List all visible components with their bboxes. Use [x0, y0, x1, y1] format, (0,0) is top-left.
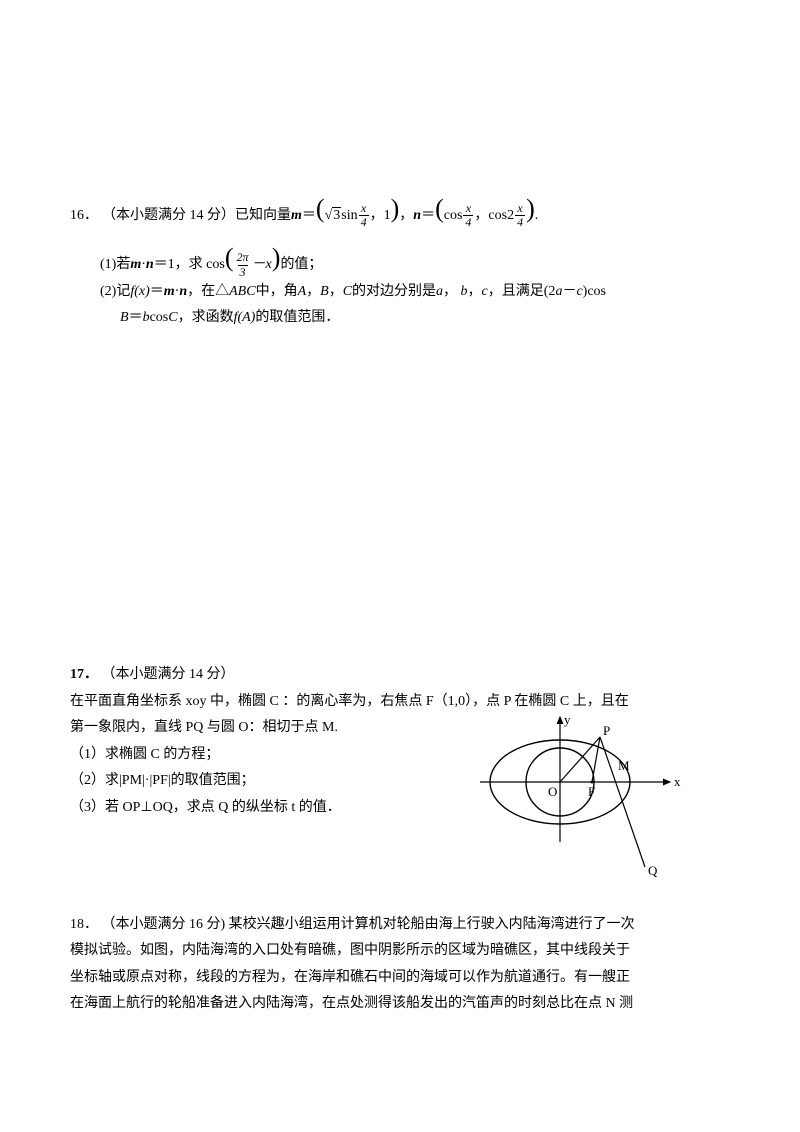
- frac-bot: 3: [238, 265, 248, 279]
- lparen-icon: (: [316, 184, 325, 233]
- fraction-2pi-3: 2π 3: [235, 251, 251, 278]
- vector-n-symbol: n: [413, 203, 421, 230]
- F-point-icon: [591, 780, 594, 783]
- text: ，在△: [187, 279, 229, 306]
- frac-bot: 4: [463, 215, 473, 229]
- p16-sub2-line1: (2)记 f(x) ＝ m · n ，在△ ABC 中，角 A ， B ， C …: [70, 279, 730, 306]
- text: 的对边分别是: [352, 279, 436, 306]
- problem-16: 16． （本小题满分 14 分）已知向量 m ＝ ( 3 sin x 4 ， 1…: [70, 180, 730, 332]
- sqrt-icon: 3: [325, 203, 342, 230]
- frac-top: 2π: [235, 251, 251, 264]
- lparen-icon: (: [435, 184, 444, 233]
- p16-number: 16．: [70, 203, 98, 230]
- period: .: [535, 203, 539, 230]
- vector-m-symbol: m: [130, 252, 141, 279]
- p16-sub1: (1)若 m · n ＝1，求 cos ( 2π 3 －x ) 的值；: [70, 229, 730, 278]
- p16-header-prefix: （本小题满分 14 分）已知向量: [102, 203, 291, 230]
- comma: ，: [399, 203, 413, 230]
- eq-sign: ＝: [302, 203, 316, 230]
- comma: ，: [468, 279, 482, 306]
- M-label: M: [618, 758, 630, 773]
- comma: ，: [306, 279, 320, 306]
- cos2-text: cos2: [488, 203, 514, 230]
- text: ，且满足(2: [488, 279, 556, 306]
- y-label: y: [564, 712, 571, 727]
- B-symbol: B: [320, 279, 329, 306]
- fx-symbol: f(x): [130, 279, 149, 306]
- p18-line4: 在海面上航行的轮船准备进入内陆海湾，在点处测得该船发出的汽笛声的时刻总比在点 N…: [70, 991, 730, 1018]
- sub2-prefix: (2)记: [100, 279, 130, 306]
- p18-header: （本小题满分 16 分): [102, 917, 226, 932]
- fraction-x-4: x 4: [359, 202, 369, 229]
- p18-number: 18．: [70, 917, 98, 932]
- rparen-icon: ): [272, 233, 281, 282]
- sub1-suffix: 的值；: [280, 252, 322, 279]
- vector-n-symbol: n: [146, 252, 154, 279]
- rparen-icon: ): [526, 184, 535, 233]
- p16-sub2-line2: B ＝ b cos C ，求函数 f(A) 的取值范围．: [70, 305, 730, 332]
- text: 的取值范围．: [255, 305, 339, 332]
- fA-symbol: f(A): [234, 305, 256, 332]
- comma: ，: [474, 203, 488, 230]
- eq-sign: ＝: [421, 203, 435, 230]
- p17-header-line: 17． （本小题满分 14 分）: [70, 662, 730, 689]
- b-symbol: b: [461, 279, 468, 306]
- minus-x: －x: [252, 252, 272, 279]
- vector-m-symbol: m: [164, 279, 175, 306]
- eq: ＝: [150, 279, 164, 306]
- comma: ，: [443, 279, 457, 306]
- p17-number: 17．: [70, 667, 98, 682]
- rparen-icon: ): [391, 184, 400, 233]
- p18-line1: 18． （本小题满分 16 分) 某校兴趣小组运用计算机对轮船由海上行驶入内陆海…: [70, 912, 730, 939]
- problem-17: 17． （本小题满分 14 分） 在平面直角坐标系 xoy 中，椭圆 C ：的离…: [70, 662, 730, 822]
- a-symbol: a: [555, 279, 562, 306]
- p16-header-line: 16． （本小题满分 14 分）已知向量 m ＝ ( 3 sin x 4 ， 1…: [70, 180, 730, 229]
- frac-top: x: [359, 202, 368, 215]
- mn-eq1-text: ＝1，求 cos: [154, 252, 225, 279]
- A-symbol: A: [298, 279, 307, 306]
- frac-bot: 4: [359, 215, 369, 229]
- b-symbol: b: [143, 305, 150, 332]
- rparen-cos: )cos: [583, 279, 606, 306]
- one-value: 1: [384, 203, 391, 230]
- minus: －: [562, 279, 576, 306]
- lparen-icon: (: [225, 233, 234, 282]
- vector-m-symbol: m: [291, 203, 302, 230]
- x-label: x: [674, 774, 681, 789]
- p17-header: （本小题满分 14 分）: [102, 667, 235, 682]
- sin-text: sin: [341, 203, 357, 230]
- text: ，求函数: [178, 305, 234, 332]
- F-label: F: [588, 784, 595, 799]
- p18-line2: 模拟试验。如图，内陆海湾的入口处有暗礁，图中阴影所示的区域为暗礁区，其中线段关于: [70, 938, 730, 965]
- O-label: O: [548, 784, 557, 799]
- C-symbol: C: [343, 279, 352, 306]
- cos-text: cos: [444, 203, 463, 230]
- problem-18: 18． （本小题满分 16 分) 某校兴趣小组运用计算机对轮船由海上行驶入内陆海…: [70, 912, 730, 1018]
- frac-top: x: [464, 202, 473, 215]
- B-symbol: B: [120, 305, 129, 332]
- frac-bot: 4: [515, 215, 525, 229]
- Q-label: Q: [648, 863, 658, 878]
- ellipse-diagram: y x P M O F Q: [470, 712, 690, 892]
- p18-line3: 坐标轴或原点对称，线段的方程为，在海岸和礁石中间的海域可以作为航道通行。有一艘正: [70, 965, 730, 992]
- eq: ＝: [129, 305, 143, 332]
- comma: ，: [329, 279, 343, 306]
- p18-text1: 某校兴趣小组运用计算机对轮船由海上行驶入内陆海湾进行了一次: [229, 917, 635, 932]
- a-symbol: a: [436, 279, 443, 306]
- cos-word: cos: [150, 305, 169, 332]
- fraction-x-4: x 4: [515, 202, 525, 229]
- comma: ，: [370, 203, 384, 230]
- blank-space: [70, 362, 730, 662]
- vector-n-symbol: n: [179, 279, 187, 306]
- line-PQ: [600, 737, 645, 867]
- frac-top: x: [515, 202, 524, 215]
- fraction-x-4: x 4: [463, 202, 473, 229]
- C-symbol: C: [168, 305, 177, 332]
- P-label: P: [603, 723, 610, 738]
- sub1-prefix: (1)若: [100, 252, 130, 279]
- sqrt3-value: 3: [332, 207, 341, 223]
